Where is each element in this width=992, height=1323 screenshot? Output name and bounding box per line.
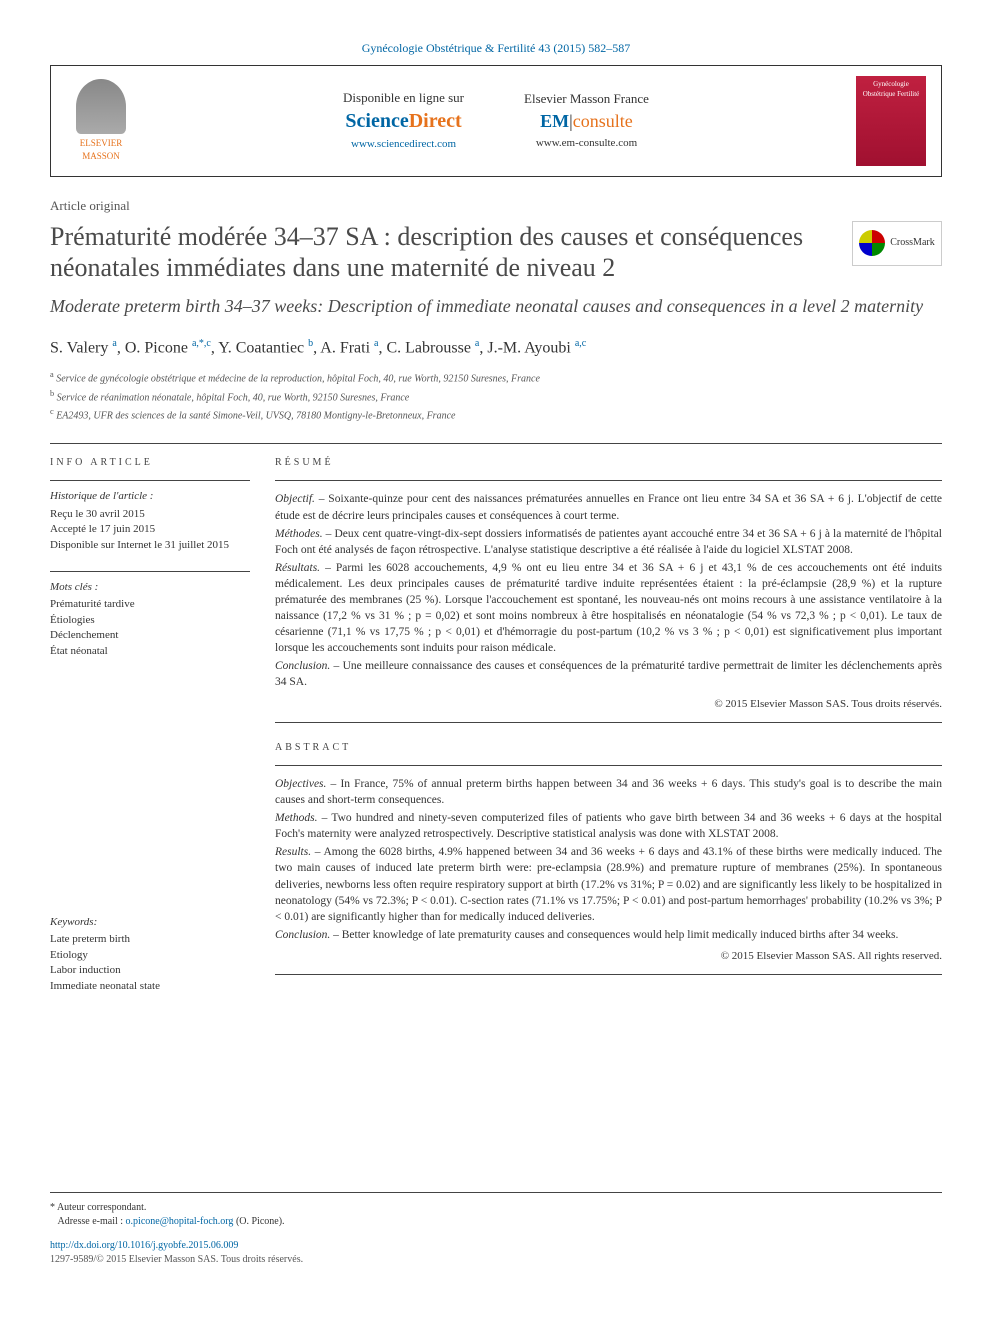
divider [50,443,942,444]
email-label: Adresse e-mail : [58,1216,124,1227]
header-middle: Disponible en ligne sur ScienceDirect ww… [343,89,649,153]
methodes-label: Méthodes. – [275,528,331,540]
methods-en-label: Methods. – [275,812,327,824]
affiliation-c: c EA2493, UFR des sciences de la santé S… [50,406,942,423]
page-footer: * Auteur correspondant. Adresse e-mail :… [50,1192,942,1267]
resultats-text: Parmi les 6028 accouchements, 4,9 % ont … [275,562,942,654]
content-columns: INFO ARTICLE Historique de l'article : R… [50,456,942,1011]
sciencedirect-logo[interactable]: ScienceDirect [343,107,464,135]
elsevier-logo: ELSEVIER MASSON [66,76,136,166]
results-en-text: Among the 6028 births, 4.9% happened bet… [275,846,942,922]
objectif-label: Objectif. – [275,493,324,505]
keywords-en-block: Keywords: Late preterm birth Etiology La… [50,907,250,994]
keyword-fr: Étiologies [50,613,250,628]
online-date: Disponible sur Internet le 31 juillet 20… [50,538,250,553]
journal-cover-thumbnail: Gynécologie Obstétrique Fertilité [856,76,926,166]
masson-label: MASSON [82,150,120,163]
keyword-en: Etiology [50,948,250,963]
emconsulte-block: Elsevier Masson France EM|consulte www.e… [524,90,649,151]
resume-copyright: © 2015 Elsevier Masson SAS. Tous droits … [275,697,942,712]
abstract-header: ABSTRACT [275,741,942,755]
emconsulte-logo[interactable]: EM|consulte [524,109,649,134]
keyword-fr: Déclenchement [50,628,250,643]
publisher-header: ELSEVIER MASSON Disponible en ligne sur … [50,65,942,177]
keyword-en: Late preterm birth [50,932,250,947]
info-article-header: INFO ARTICLE [50,456,250,470]
abstracts-column: RÉSUMÉ Objectif. – Soixante-quinze pour … [275,456,942,1011]
received-date: Reçu le 30 avril 2015 [50,507,250,522]
methods-en-text: Two hundred and ninety-seven computerize… [275,812,942,840]
keywords-en-label: Keywords: [50,915,250,930]
article-category: Article original [50,197,942,215]
methodes-text: Deux cent quatre-vingt-dix-sept dossiers… [275,528,942,556]
affiliation-b: b Service de réanimation néonatale, hôpi… [50,388,942,405]
resume-block: Objectif. – Soixante-quinze pour cent de… [275,480,942,723]
history-label: Historique de l'article : [50,489,250,504]
email-name: (O. Picone). [236,1216,285,1227]
conclusion-en-text: Better knowledge of late prematurity cau… [342,929,899,941]
objectives-label: Objectives. – [275,778,336,790]
email-line: Adresse e-mail : o.picone@hopital-foch.o… [50,1215,942,1229]
consulte-label: consulte [573,111,633,131]
resultats-label: Résultats. – [275,562,331,574]
available-online: Disponible en ligne sur [343,89,464,107]
crossmark-badge[interactable]: CrossMark [852,221,942,266]
conclusion-label: Conclusion. – [275,660,339,672]
corresponding-email[interactable]: o.picone@hopital-foch.org [126,1216,234,1227]
keyword-en: Labor induction [50,963,250,978]
authors-list: S. Valery a, O. Picone a,*,c, Y. Coatant… [50,337,942,360]
sd-url[interactable]: www.sciencedirect.com [343,137,464,152]
title-row: Prématurité modérée 34–37 SA : descripti… [50,221,942,283]
objectif-text: Soixante-quinze pour cent des naissances… [275,493,942,521]
doi-link[interactable]: http://dx.doi.org/10.1016/j.gyobfe.2015.… [50,1239,942,1253]
objectives-text: In France, 75% of annual preterm births … [275,778,942,806]
keywords-fr-block: Mots clés : Prématurité tardive Étiologi… [50,571,250,659]
article-subtitle: Moderate preterm birth 34–37 weeks: Desc… [50,295,942,318]
footer-copyright: 1297-9589/© 2015 Elsevier Masson SAS. To… [50,1253,942,1267]
affiliations: a Service de gynécologie obstétrique et … [50,369,942,423]
accepted-date: Accepté le 17 juin 2015 [50,522,250,537]
article-history: Historique de l'article : Reçu le 30 avr… [50,480,250,553]
keyword-fr: État néonatal [50,644,250,659]
conclusion-en-label: Conclusion. – [275,929,339,941]
abstract-block: Objectives. – In France, 75% of annual p… [275,765,942,975]
em-label: EM [540,111,569,131]
results-en-label: Results. – [275,846,320,858]
article-title: Prématurité modérée 34–37 SA : descripti… [50,221,837,283]
keywords-fr-label: Mots clés : [50,580,250,595]
keyword-fr: Prématurité tardive [50,597,250,612]
elsevier-tree-icon [76,79,126,134]
journal-citation: Gynécologie Obstétrique & Fertilité 43 (… [50,40,942,57]
conclusion-text: Une meilleure connaissance des causes et… [275,660,942,688]
affiliation-a: a Service de gynécologie obstétrique et … [50,369,942,386]
crossmark-label: CrossMark [890,236,934,250]
sd-direct: Direct [409,110,462,132]
em-url[interactable]: www.em-consulte.com [524,136,649,151]
abstract-copyright: © 2015 Elsevier Masson SAS. All rights r… [275,949,942,964]
em-brand: Elsevier Masson France [524,90,649,108]
sd-science: Science [345,110,408,132]
elsevier-label: ELSEVIER [80,137,123,150]
corresponding-author: * Auteur correspondant. [50,1201,942,1215]
article-info-column: INFO ARTICLE Historique de l'article : R… [50,456,250,1011]
resume-header: RÉSUMÉ [275,456,942,470]
sciencedirect-block: Disponible en ligne sur ScienceDirect ww… [343,89,464,153]
keyword-en: Immediate neonatal state [50,979,250,994]
crossmark-icon [859,230,885,256]
